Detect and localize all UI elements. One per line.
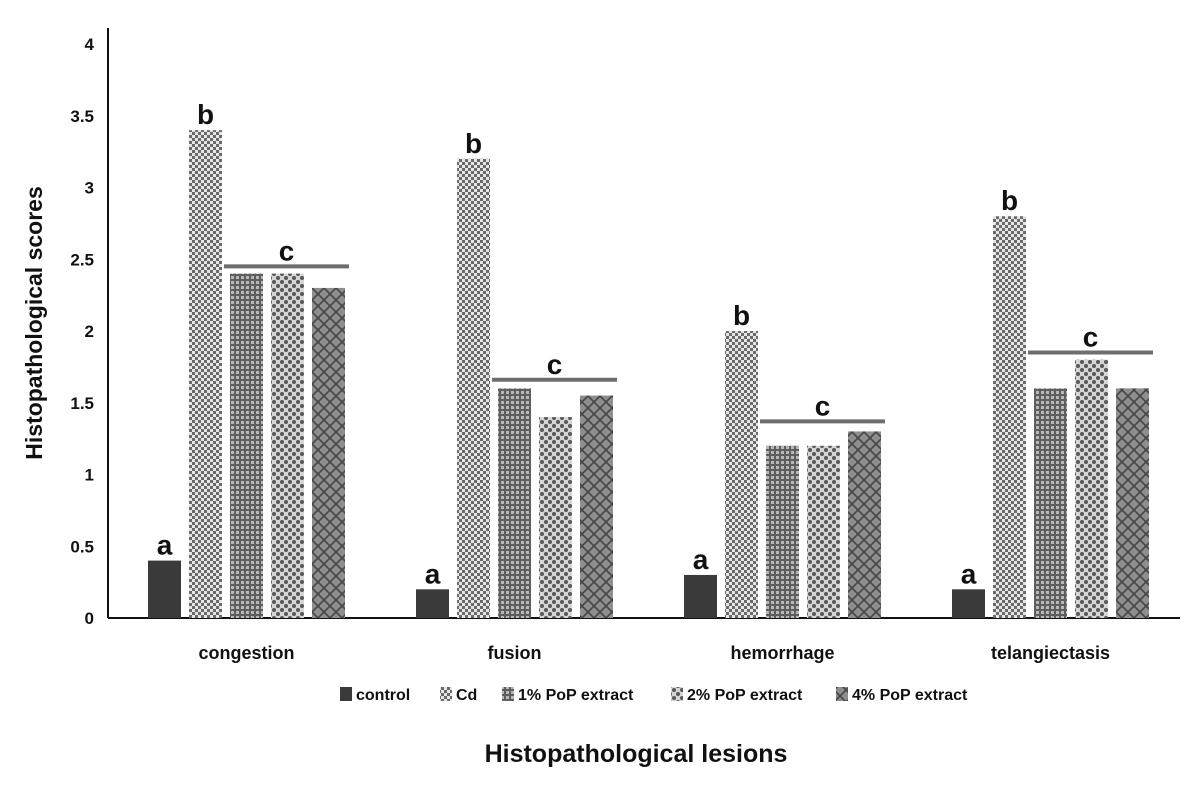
bar-cd-fusion — [457, 158, 490, 619]
significance-annotations: a b c a b c a b c a b c — [157, 99, 1153, 589]
significance-letter-b: b — [733, 300, 750, 331]
bar-2-pop-extract-congestion — [271, 273, 304, 618]
bar-control-fusion — [416, 589, 449, 618]
y-tick-label: 1 — [85, 466, 94, 485]
significance-letter-a: a — [425, 558, 441, 589]
legend-label: control — [356, 687, 410, 704]
bar-1-pop-extract-congestion — [230, 273, 263, 618]
bar-cd-congestion — [189, 130, 222, 618]
significance-letter-b: b — [197, 99, 214, 130]
significance-letter-a: a — [961, 558, 977, 589]
y-tick-label: 0 — [85, 609, 94, 628]
significance-letter-c: c — [1083, 322, 1099, 353]
significance-letter-c: c — [279, 235, 295, 266]
y-tick-label: 2 — [85, 322, 94, 341]
y-tick-label: 1.5 — [70, 394, 94, 413]
category-labels: congestion fusion hemorrhage telangiectasis — [198, 643, 1110, 663]
category-label-congestion: congestion — [198, 643, 294, 663]
bar-1-pop-extract-telangiectasis — [1034, 388, 1067, 618]
y-tick-label: 4 — [85, 35, 95, 54]
bar-2-pop-extract-telangiectasis — [1075, 359, 1108, 618]
legend-label: 2% PoP extract — [687, 687, 803, 704]
bar-2-pop-extract-fusion — [539, 417, 572, 618]
significance-letter-b: b — [1001, 185, 1018, 216]
category-label-fusion: fusion — [488, 643, 542, 663]
bar-control-hemorrhage — [684, 574, 717, 618]
x-axis-title: Histopathological lesions — [485, 740, 788, 768]
legend-swatch-2-pop-extract — [671, 687, 683, 701]
bar-control-congestion — [148, 560, 181, 618]
y-tick-label: 0.5 — [70, 537, 94, 556]
bar-4-pop-extract-fusion — [580, 395, 613, 618]
bar-cd-telangiectasis — [993, 216, 1026, 618]
legend-label: 1% PoP extract — [518, 687, 634, 704]
legend: control Cd 1% PoP extract 2% PoP extract 4% … — [340, 687, 968, 704]
bar-4-pop-extract-telangiectasis — [1116, 388, 1149, 618]
y-tick-label: 3 — [85, 179, 94, 198]
bar-1-pop-extract-fusion — [498, 388, 531, 618]
legend-swatch-control — [340, 687, 352, 701]
y-tick-labels: 0 0.5 1 1.5 2 2.5 3 3.5 4 — [70, 35, 94, 628]
bar-control-telangiectasis — [952, 589, 985, 618]
bars — [148, 130, 1149, 619]
significance-letter-a: a — [693, 544, 709, 575]
category-label-hemorrhage: hemorrhage — [730, 643, 834, 663]
y-axis-title: Histopathological scores — [21, 186, 47, 460]
bar-4-pop-extract-hemorrhage — [848, 431, 881, 618]
legend-swatch-4-pop-extract — [836, 687, 848, 701]
bar-4-pop-extract-congestion — [312, 287, 345, 618]
significance-letter-a: a — [157, 530, 173, 561]
category-label-telangiectasis: telangiectasis — [991, 643, 1110, 663]
y-tick-label: 2.5 — [70, 250, 94, 269]
legend-swatch-cd — [440, 687, 452, 701]
bar-2-pop-extract-hemorrhage — [807, 445, 840, 618]
legend-swatch-1-pop-extract — [502, 687, 514, 701]
legend-label: 4% PoP extract — [852, 687, 968, 704]
bar-1-pop-extract-hemorrhage — [766, 445, 799, 618]
legend-label: Cd — [456, 687, 477, 704]
significance-letter-c: c — [815, 390, 831, 421]
y-tick-label: 3.5 — [70, 107, 94, 126]
significance-letter-c: c — [547, 349, 563, 380]
significance-letter-b: b — [465, 128, 482, 159]
bar-cd-hemorrhage — [725, 331, 758, 618]
